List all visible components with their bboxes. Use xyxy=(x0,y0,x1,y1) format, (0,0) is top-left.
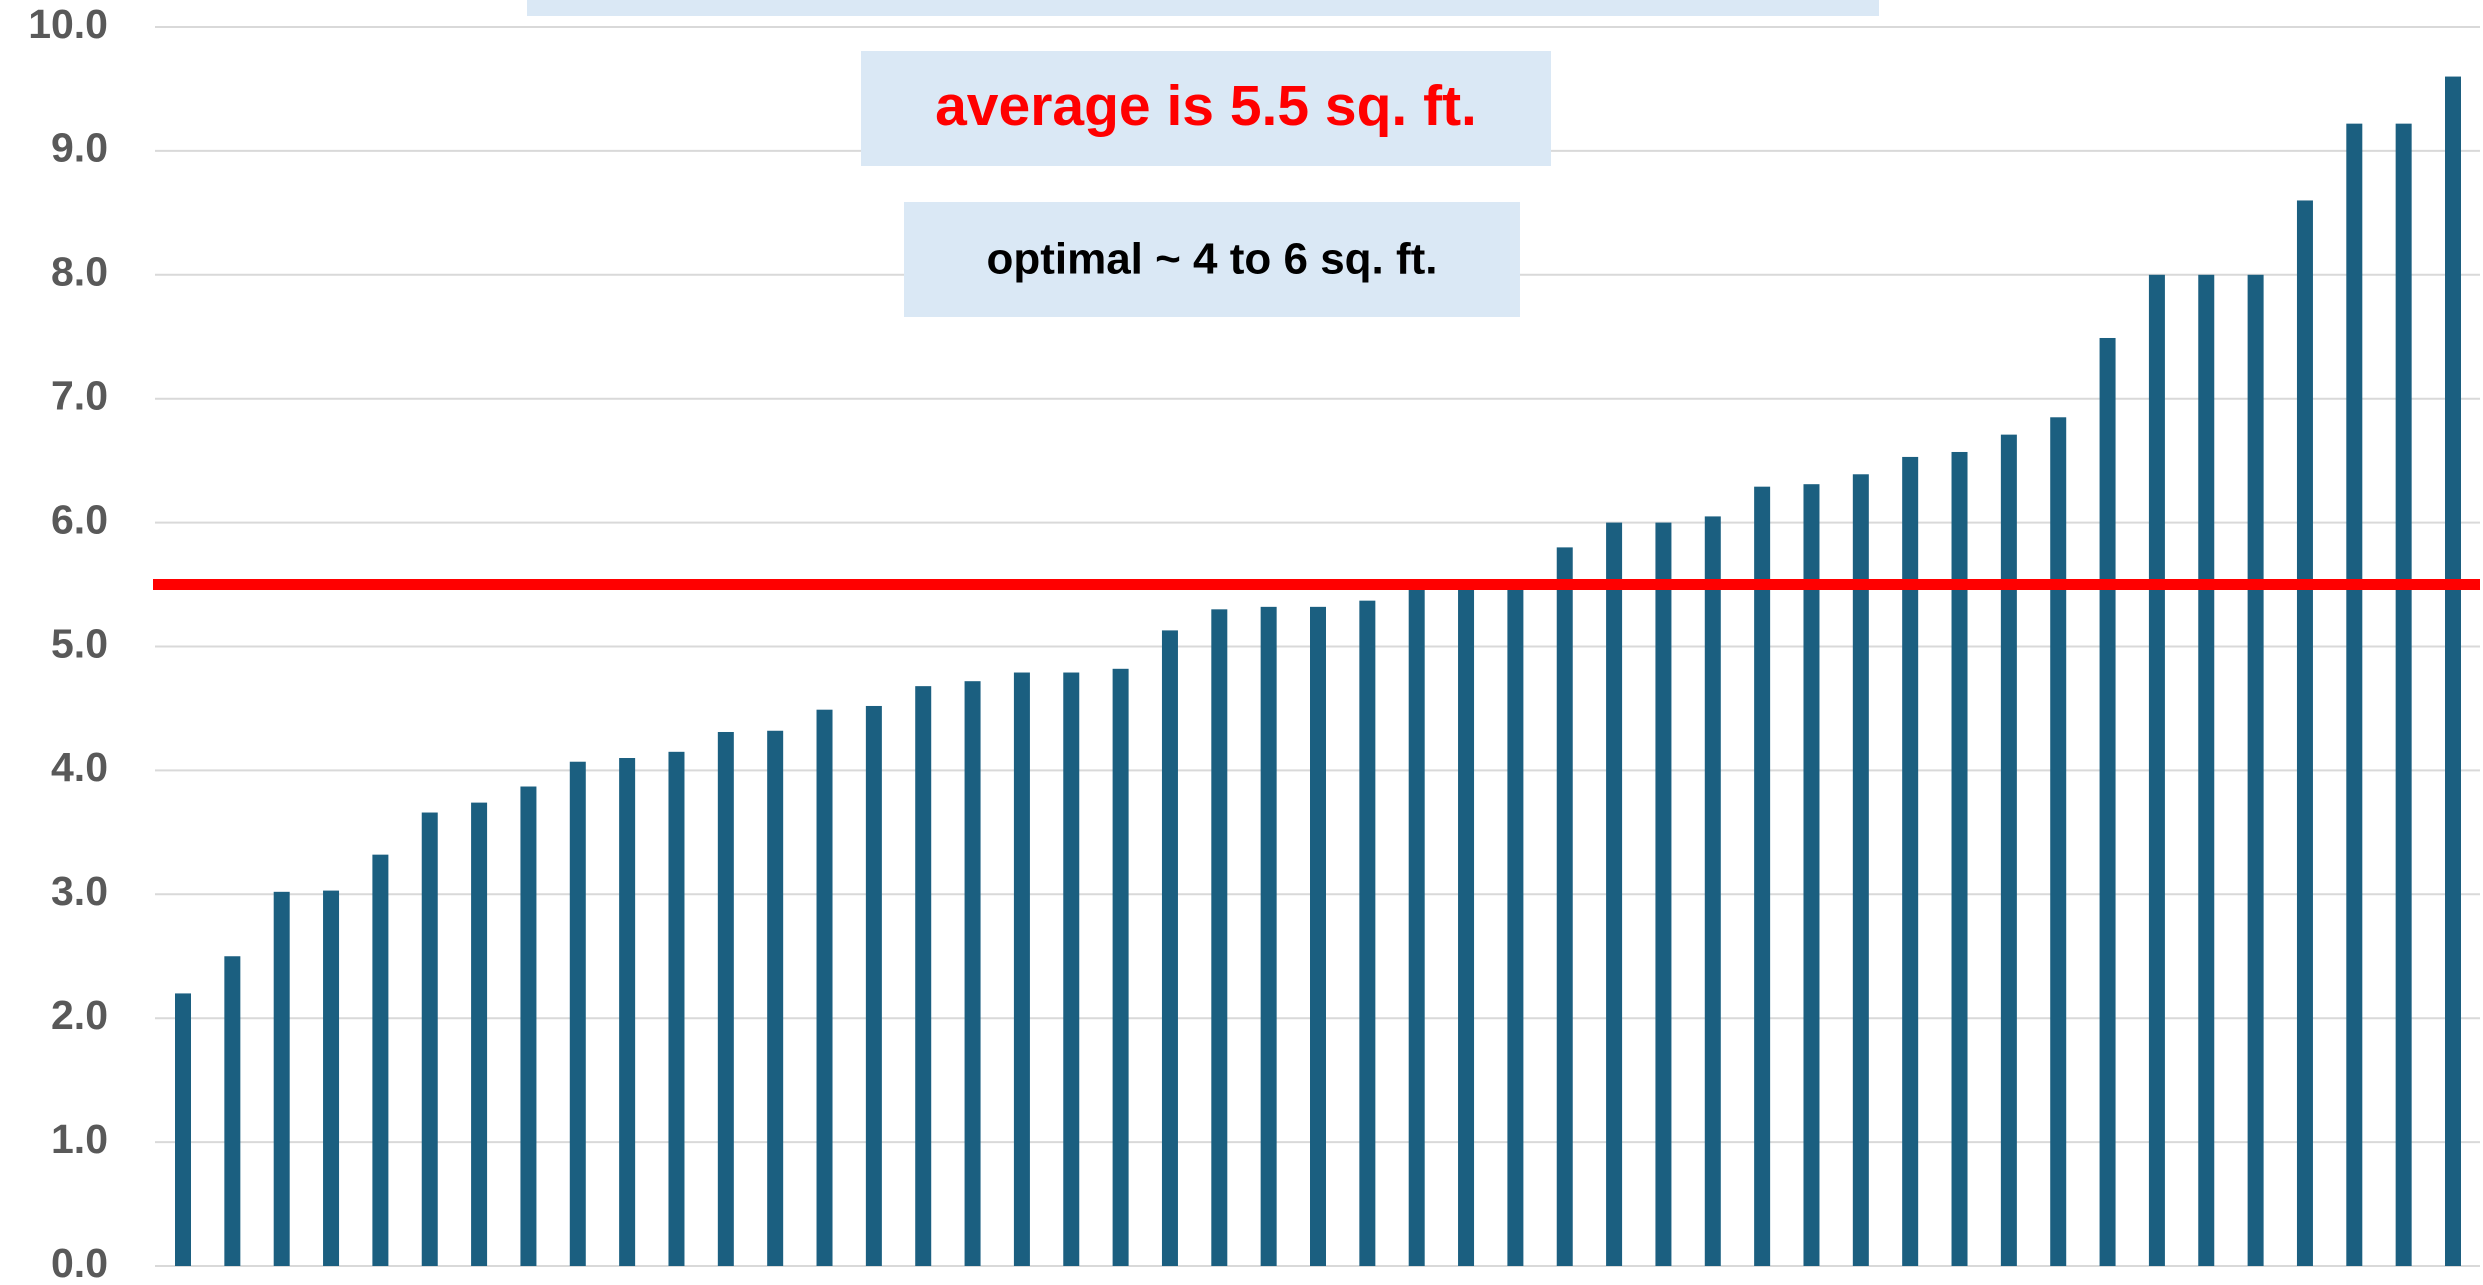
bar xyxy=(1161,630,1178,1266)
bar xyxy=(471,802,488,1266)
bar xyxy=(2445,76,2461,1266)
bar xyxy=(964,681,981,1266)
bar xyxy=(1704,516,1721,1266)
bar xyxy=(2099,337,2116,1266)
bar xyxy=(1606,522,1623,1266)
bar xyxy=(2296,200,2313,1267)
bar xyxy=(1803,484,1820,1266)
bar xyxy=(915,686,932,1266)
bar xyxy=(1902,456,1919,1267)
bar xyxy=(1852,474,1869,1266)
bar xyxy=(1754,486,1771,1266)
bar xyxy=(372,854,389,1266)
bar xyxy=(421,812,438,1266)
y-tick-label: 2.0 xyxy=(51,992,108,1038)
y-tick-label: 6.0 xyxy=(51,496,108,542)
bar xyxy=(1310,606,1326,1266)
y-tick-label: 9.0 xyxy=(51,125,108,171)
y-tick-label: 4.0 xyxy=(51,744,108,790)
bar xyxy=(323,890,340,1266)
bar xyxy=(2050,417,2067,1266)
bar xyxy=(1211,609,1228,1266)
bar xyxy=(569,761,586,1266)
bar xyxy=(1458,584,1475,1266)
bar xyxy=(1359,600,1376,1266)
bar xyxy=(175,993,191,1266)
bar xyxy=(224,956,241,1266)
bar xyxy=(1260,606,1277,1266)
bar xyxy=(767,730,784,1266)
bar xyxy=(520,786,537,1266)
bar xyxy=(273,891,290,1266)
annotation-box xyxy=(861,51,1551,166)
bar xyxy=(1507,584,1524,1266)
bar xyxy=(1655,522,1672,1266)
y-tick-label: 10.0 xyxy=(28,1,108,47)
y-tick-label: 7.0 xyxy=(51,373,108,419)
annotation-box xyxy=(904,202,1520,317)
y-tick-label: 0.0 xyxy=(51,1240,108,1285)
bar xyxy=(2148,274,2165,1266)
bar xyxy=(865,705,882,1266)
bar xyxy=(1556,547,1573,1266)
bars xyxy=(175,76,2461,1267)
bar xyxy=(2000,434,2017,1267)
y-tick-label: 1.0 xyxy=(51,1116,108,1162)
annotation: average is 5.5 sq. ft. xyxy=(935,74,1477,138)
y-tick-label: 5.0 xyxy=(51,620,108,666)
bar xyxy=(1013,672,1030,1266)
bar xyxy=(2395,123,2412,1267)
annotation: optimal ~ 4 to 6 sq. ft. xyxy=(986,235,1437,284)
cropped-title-box xyxy=(527,0,1879,16)
y-tick-label: 3.0 xyxy=(51,868,108,914)
bar xyxy=(816,709,833,1266)
bar xyxy=(1408,584,1425,1266)
bar xyxy=(717,731,734,1266)
bar xyxy=(2346,123,2363,1267)
bar xyxy=(668,751,685,1266)
bar xyxy=(1063,672,1080,1266)
bar xyxy=(2247,274,2264,1266)
bar xyxy=(2198,274,2215,1266)
bar xyxy=(619,758,636,1266)
bar xyxy=(1951,451,1968,1266)
y-tick-label: 8.0 xyxy=(51,249,108,295)
bar xyxy=(1112,668,1129,1266)
